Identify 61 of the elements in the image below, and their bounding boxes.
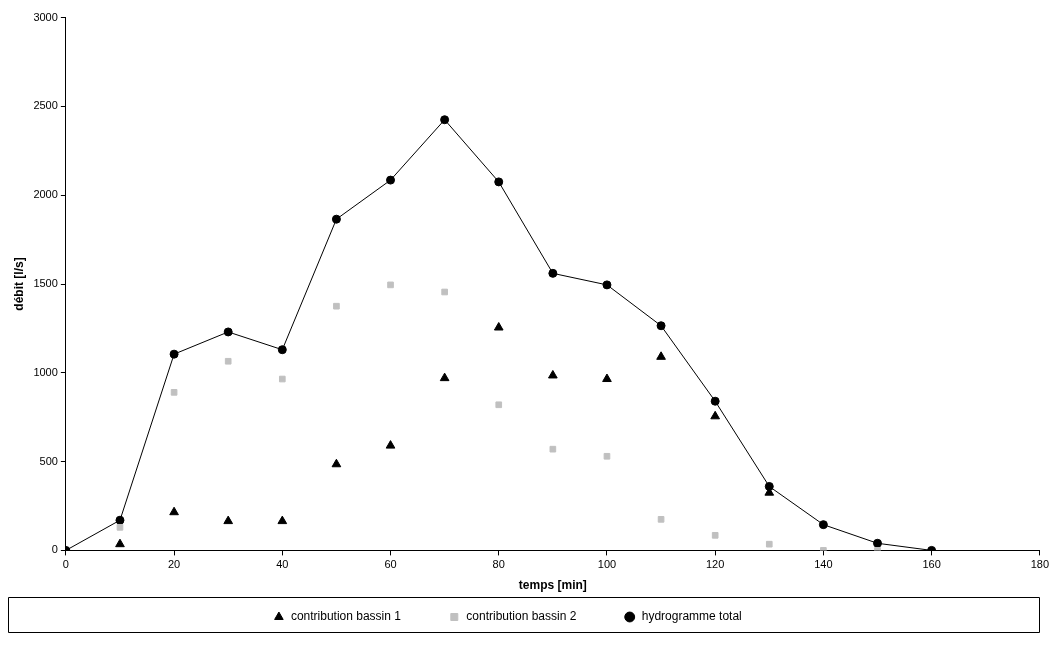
point [602,373,612,383]
point [385,440,396,449]
point [710,396,720,406]
x-tick-label: 40 [276,558,289,571]
point [710,410,720,420]
y-axis-title: débit [l/s] [11,257,26,311]
point [548,268,558,278]
point [549,445,557,453]
point [387,281,394,289]
y-tick-label: 500 [39,454,58,467]
point [656,321,666,331]
x-tick-label: 20 [167,558,181,571]
point [656,351,666,360]
point [170,389,178,396]
x-tick-label: 160 [922,558,941,571]
legend-label: contribution bassin 1 [290,609,435,624]
point [873,538,882,548]
point [657,515,665,523]
y-tick-label: 1000 [33,365,58,378]
x-tick-label: 120 [705,558,725,571]
y-tick-label: 2000 [33,188,58,201]
x-tick-label: 80 [492,558,505,571]
point [333,302,340,310]
point [493,322,504,331]
point [169,506,179,516]
y-tick-label: 1500 [33,277,58,290]
point [386,175,396,185]
y-tick-label: 0 [51,543,58,556]
x-tick-label: 60 [384,558,397,571]
point [331,214,341,224]
legend-label: hydrogramme total [641,609,776,624]
x-tick-label: 100 [597,558,617,571]
point [223,515,234,525]
point [169,349,179,359]
point [548,369,558,379]
point [224,357,232,365]
point [603,452,611,460]
point [439,372,450,382]
x-tick-label: 180 [1030,558,1049,571]
point [278,375,286,383]
point [441,288,448,296]
point [602,280,612,290]
point [495,401,503,409]
x-axis-title: temps [min] [518,578,587,593]
point [223,327,233,337]
point [494,177,504,187]
point [818,520,828,530]
point [331,458,342,468]
point [277,515,288,525]
point [277,345,287,355]
point [711,531,719,539]
x-tick-label: 0 [62,558,69,571]
legend-label: contribution bassin 2 [466,609,610,624]
y-tick-label: 3000 [33,10,58,23]
point [116,523,124,531]
point [765,540,773,548]
point [115,515,125,525]
point [440,115,450,125]
y-tick-label: 2500 [33,99,58,112]
point [115,538,125,548]
x-tick-label: 140 [814,558,833,571]
